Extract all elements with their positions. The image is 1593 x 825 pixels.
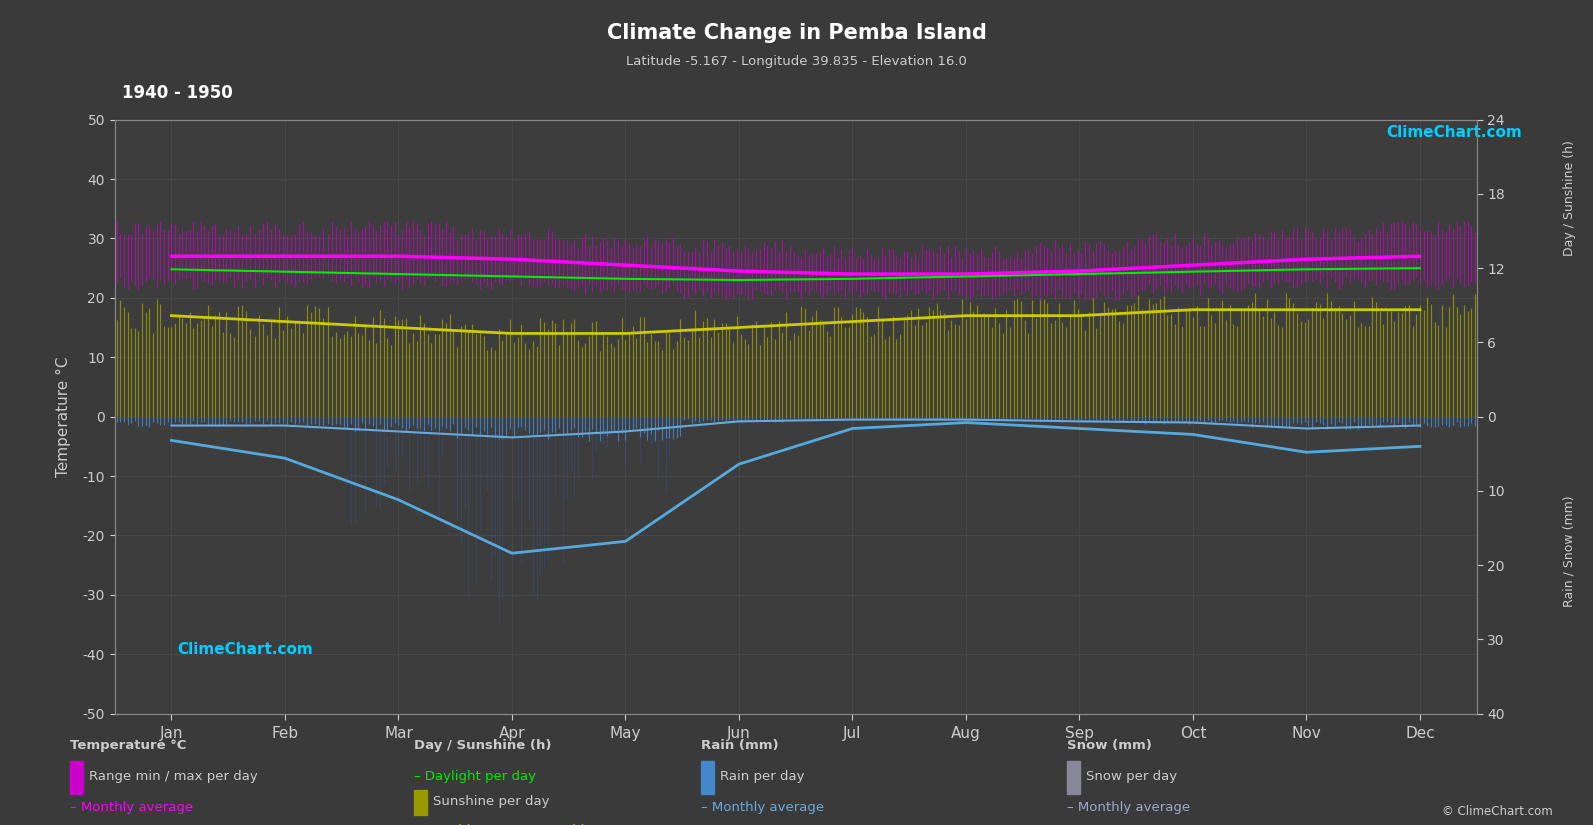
Text: – Monthly average: – Monthly average [70, 801, 193, 814]
Text: Climate Change in Pemba Island: Climate Change in Pemba Island [607, 23, 986, 43]
Text: – Daylight per day: – Daylight per day [414, 771, 537, 784]
Text: Day / Sunshine (h): Day / Sunshine (h) [1563, 140, 1575, 256]
Text: Day / Sunshine (h): Day / Sunshine (h) [414, 739, 551, 752]
Text: Rain / Snow (mm): Rain / Snow (mm) [1563, 495, 1575, 606]
Text: ClimeChart.com: ClimeChart.com [1386, 125, 1521, 140]
Text: Temperature °C: Temperature °C [70, 739, 186, 752]
Text: 1940 - 1950: 1940 - 1950 [121, 84, 233, 102]
Text: – Monthly average: – Monthly average [701, 801, 824, 814]
Text: Snow per day: Snow per day [1086, 771, 1177, 784]
Text: Snow (mm): Snow (mm) [1067, 739, 1152, 752]
Y-axis label: Temperature °C: Temperature °C [56, 356, 72, 477]
Text: Rain (mm): Rain (mm) [701, 739, 779, 752]
Text: Latitude -5.167 - Longitude 39.835 - Elevation 16.0: Latitude -5.167 - Longitude 39.835 - Ele… [626, 55, 967, 68]
Text: Rain per day: Rain per day [720, 771, 804, 784]
Text: – Monthly average: – Monthly average [1067, 801, 1190, 814]
Text: Sunshine per day: Sunshine per day [433, 795, 550, 808]
Text: Range min / max per day: Range min / max per day [89, 771, 258, 784]
Text: – Monthly average sunshine: – Monthly average sunshine [414, 824, 601, 825]
Text: © ClimeChart.com: © ClimeChart.com [1442, 805, 1553, 818]
Text: ClimeChart.com: ClimeChart.com [177, 642, 312, 658]
